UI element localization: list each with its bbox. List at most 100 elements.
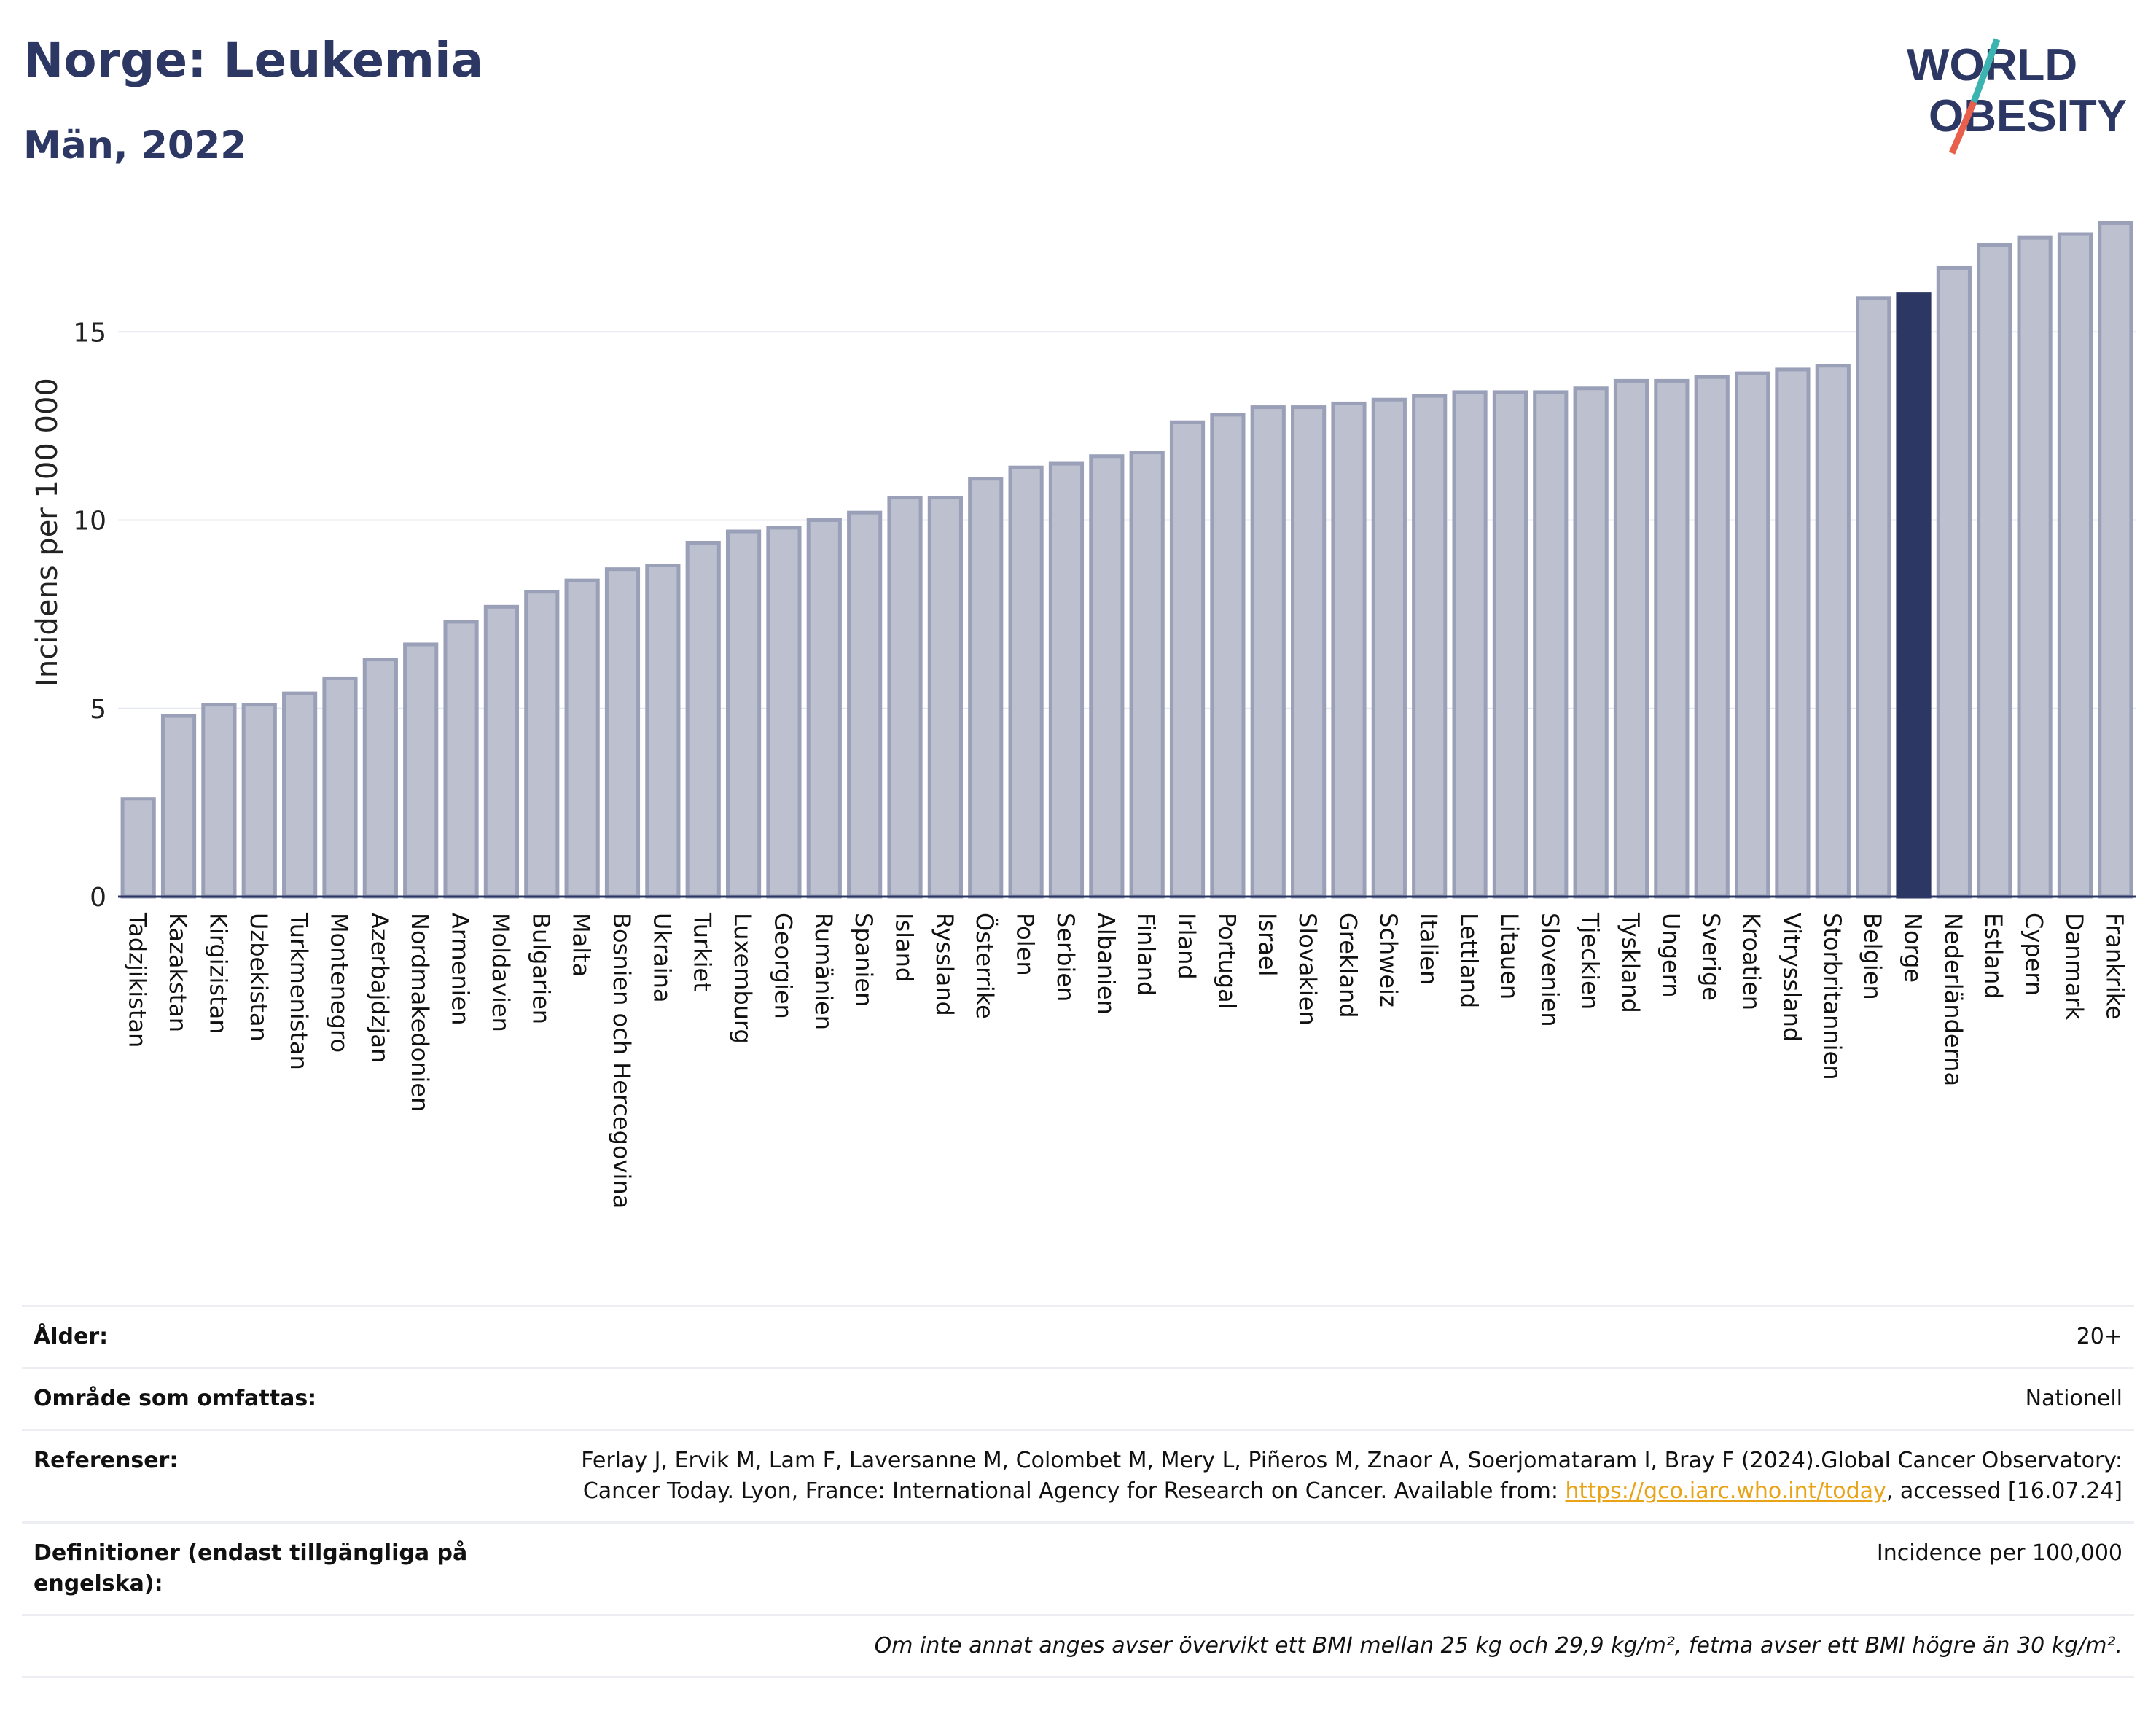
x-category-label: Island <box>891 913 918 982</box>
x-category-label: Cypern <box>2020 913 2048 996</box>
definitions-label: Definitioner (endast tillgängliga på eng… <box>22 1521 497 1615</box>
references-accessed: , accessed [16.07.24] <box>1886 1478 2122 1504</box>
bar-Ungern <box>1654 378 1690 899</box>
bar-Lettland <box>1452 390 1488 899</box>
x-category-label: Bulgarien <box>527 913 555 1024</box>
x-category-label: Turkiet <box>689 912 716 991</box>
info-row-references: Referenser: Ferlay J, Ervik M, Lam F, La… <box>22 1429 2134 1523</box>
bar-Bosnien och Hercegovina <box>604 567 641 899</box>
x-category-label: Lettland <box>1456 913 1483 1008</box>
x-category-label: Azerbajdzjan <box>366 913 394 1063</box>
bar-chart: 0 5 10 15 Tadzjikistan Kazakstan Kirgizistan U… <box>31 220 2136 1209</box>
x-category-label: Ungern <box>1657 913 1684 998</box>
bar-Storbritannien <box>1815 364 1851 899</box>
x-category-label: Italien <box>1415 913 1442 985</box>
logo-slash-red <box>1948 101 1977 155</box>
bar-Italien <box>1412 394 1448 899</box>
bar-Montenegro <box>322 676 358 899</box>
bar-Armenien <box>443 620 479 899</box>
bar-Estland <box>1977 243 2012 899</box>
y-tick-label: 10 <box>73 507 106 537</box>
y-tick-label: 15 <box>73 318 106 348</box>
x-category-label: Georgien <box>769 913 797 1019</box>
bar-Kroatien <box>1734 371 1770 899</box>
x-category-label: Nordmakedonien <box>406 913 434 1112</box>
x-category-label: Irland <box>1173 913 1200 980</box>
age-label: Ålder: <box>22 1305 497 1368</box>
bar-Turkiet <box>685 541 721 899</box>
bars <box>118 220 2136 899</box>
x-category-label: Moldavien <box>487 913 515 1032</box>
info-row-area: Område som omfattas: Nationell <box>22 1367 2134 1430</box>
bar-Frankrike <box>2098 220 2133 899</box>
x-category-label: Kirgizistan <box>204 913 232 1034</box>
x-category-label: Österrike <box>971 913 999 1019</box>
x-category-label: Bosnien och Hercegovina <box>608 913 636 1209</box>
x-category-label: Turkmenistan <box>285 912 313 1070</box>
x-category-label: Schweiz <box>1375 913 1402 1007</box>
x-category-label: Vitryssland <box>1778 913 1805 1042</box>
bar-Nordmakedonien <box>403 642 439 899</box>
x-category-label: Tjeckien <box>1577 912 1604 1010</box>
bar-Irland <box>1169 420 1206 899</box>
bar-Sverige <box>1694 375 1730 899</box>
references-value: Ferlay J, Ervik M, Lam F, Laversanne M, … <box>497 1429 2134 1523</box>
bar-Cypern <box>2017 235 2053 899</box>
bar-Österrike <box>968 477 1004 899</box>
bar-Finland <box>1129 451 1165 899</box>
area-value: Nationell <box>497 1367 2134 1430</box>
references-link[interactable]: https://gco.iarc.who.int/today <box>1565 1478 1886 1504</box>
x-category-label: Albanien <box>1092 913 1120 1015</box>
chart-subtitle: Män, 2022 <box>23 124 247 168</box>
x-category-label: Luxemburg <box>729 913 757 1044</box>
x-category-label: Finland <box>1133 913 1160 996</box>
info-table: Ålder: 20+ Område som omfattas: Nationel… <box>22 1305 2134 1678</box>
bar-Bulgarien <box>524 590 560 899</box>
bar-Uzbekistan <box>241 703 277 899</box>
bar-Rumänien <box>806 518 842 899</box>
bar-Polen <box>1008 465 1044 899</box>
x-category-label: Ukraina <box>648 913 676 1003</box>
x-category-label: Nederländerna <box>1940 913 1967 1086</box>
x-category-label: Spanien <box>850 913 878 1007</box>
x-category-label: Portugal <box>1213 913 1241 1010</box>
bar-Vitryssland <box>1775 367 1811 899</box>
bar-Georgien <box>766 526 802 899</box>
bar-Kirgizistan <box>201 703 237 899</box>
x-category-label: Polen <box>1012 913 1039 976</box>
x-category-label: Kazakstan <box>164 913 192 1032</box>
bar-Ukraina <box>645 563 681 899</box>
x-category-label: Israel <box>1254 913 1281 976</box>
bar-Belgien <box>1856 296 1891 899</box>
bar-Kazakstan <box>160 714 197 899</box>
bar-Tjeckien <box>1573 386 1609 899</box>
age-value: 20+ <box>497 1305 2134 1368</box>
info-row-definitions: Definitioner (endast tillgängliga på eng… <box>22 1521 2134 1615</box>
bar-Grekland <box>1331 401 1367 899</box>
bar-Malta <box>564 578 600 899</box>
y-axis-label: Incidens per 100 000 <box>31 378 64 687</box>
x-category-label: Tyskland <box>1617 912 1644 1013</box>
world-obesity-logo: WORLD OBESITY <box>1907 38 2127 155</box>
x-category-label: Malta <box>568 913 595 977</box>
bar-Slovakien <box>1291 405 1327 899</box>
bar-Serbien <box>1048 461 1085 899</box>
x-category-label: Armenien <box>447 913 474 1025</box>
x-category-label: Slovakien <box>1294 913 1321 1026</box>
bar-Tyskland <box>1613 378 1649 899</box>
bar-Spanien <box>847 510 883 899</box>
x-category-label: Danmark <box>2061 913 2088 1020</box>
bar-Tadzjikistan <box>120 797 156 899</box>
x-category-label: Kroatien <box>1738 913 1765 1010</box>
bar-Norge <box>1896 292 1932 899</box>
x-category-labels: Tadzjikistan Kazakstan Kirgizistan Uzbekist… <box>124 912 2129 1209</box>
y-tick-label: 0 <box>90 883 106 913</box>
x-category-label: Sverige <box>1698 913 1725 1001</box>
bar-Israel <box>1250 405 1286 899</box>
bar-Danmark <box>2057 232 2093 899</box>
bmi-note: Om inte annat anges avser övervikt ett B… <box>22 1614 2134 1678</box>
bar-Luxemburg <box>725 529 762 899</box>
bar-Turkmenistan <box>282 691 318 899</box>
bar-Ryssland <box>927 496 963 899</box>
x-category-label: Litauen <box>1496 913 1523 999</box>
